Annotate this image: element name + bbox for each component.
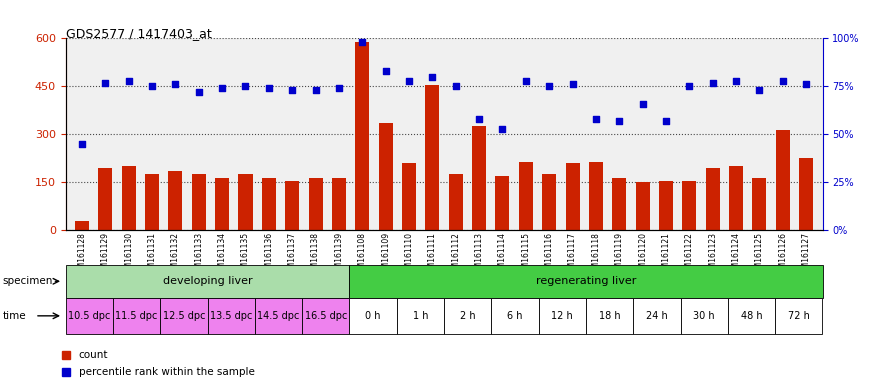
Point	[425, 74, 439, 80]
Text: GDS2577 / 1417403_at: GDS2577 / 1417403_at	[66, 27, 212, 40]
Bar	[285, 181, 299, 230]
Point	[239, 83, 253, 89]
Text: percentile rank within the sample: percentile rank within the sample	[79, 367, 255, 377]
Bar	[799, 158, 813, 230]
Text: 11.5 dpc: 11.5 dpc	[116, 311, 158, 321]
Text: 18 h: 18 h	[598, 311, 620, 321]
Bar	[239, 174, 253, 230]
Text: 1 h: 1 h	[413, 311, 428, 321]
Point	[589, 116, 603, 122]
Point	[659, 118, 673, 124]
Bar	[729, 166, 743, 230]
Bar	[635, 182, 649, 230]
Bar	[192, 174, 206, 230]
Text: 14.5 dpc: 14.5 dpc	[257, 311, 299, 321]
Text: 24 h: 24 h	[646, 311, 668, 321]
Text: 16.5 dpc: 16.5 dpc	[304, 311, 347, 321]
Point	[122, 78, 136, 84]
Point	[192, 89, 206, 95]
Bar	[425, 85, 439, 230]
Point	[285, 87, 299, 93]
Bar	[262, 177, 276, 230]
Point	[168, 81, 182, 88]
Bar	[612, 177, 626, 230]
Bar	[706, 168, 720, 230]
Point	[799, 81, 813, 88]
Point	[145, 83, 159, 89]
Point	[449, 83, 463, 89]
Text: count: count	[79, 350, 108, 360]
Text: specimen: specimen	[3, 276, 53, 286]
Text: 6 h: 6 h	[507, 311, 522, 321]
Text: 12 h: 12 h	[551, 311, 573, 321]
Point	[215, 85, 229, 91]
Point	[729, 78, 743, 84]
Bar	[98, 168, 112, 230]
Bar	[776, 129, 790, 230]
Bar	[332, 177, 346, 230]
Point	[635, 101, 649, 107]
Point	[402, 78, 416, 84]
Point	[495, 126, 509, 132]
Text: 72 h: 72 h	[788, 311, 809, 321]
Point	[332, 85, 346, 91]
Bar	[682, 181, 696, 230]
Bar	[519, 162, 533, 230]
Point	[355, 39, 369, 45]
Bar	[145, 174, 159, 230]
Bar	[379, 123, 393, 230]
Point	[309, 87, 323, 93]
Text: developing liver: developing liver	[163, 276, 252, 286]
Point	[262, 85, 276, 91]
Bar	[542, 174, 556, 230]
Point	[752, 87, 766, 93]
Text: regenerating liver: regenerating liver	[536, 276, 636, 286]
Bar	[565, 163, 579, 230]
Point	[542, 83, 556, 89]
Point	[682, 83, 696, 89]
Bar	[75, 221, 89, 230]
Bar	[122, 166, 136, 230]
Text: 2 h: 2 h	[460, 311, 475, 321]
Point	[565, 81, 579, 88]
Bar	[589, 162, 603, 230]
Point	[519, 78, 533, 84]
Point	[98, 79, 112, 86]
Bar	[168, 171, 182, 230]
Point	[612, 118, 626, 124]
Text: 48 h: 48 h	[741, 311, 762, 321]
Text: 12.5 dpc: 12.5 dpc	[163, 311, 205, 321]
Bar	[752, 177, 766, 230]
Point	[473, 116, 487, 122]
Point	[776, 78, 790, 84]
Text: 0 h: 0 h	[366, 311, 381, 321]
Bar	[495, 176, 509, 230]
Text: 30 h: 30 h	[693, 311, 715, 321]
Point	[379, 68, 393, 74]
Bar	[355, 41, 369, 230]
Text: 10.5 dpc: 10.5 dpc	[68, 311, 110, 321]
Point	[75, 141, 89, 147]
Bar	[309, 177, 323, 230]
Text: 13.5 dpc: 13.5 dpc	[210, 311, 252, 321]
Text: time: time	[3, 311, 26, 321]
Bar	[402, 163, 416, 230]
Bar	[215, 177, 229, 230]
Bar	[473, 126, 487, 230]
Point	[706, 79, 720, 86]
Bar	[449, 174, 463, 230]
Bar	[659, 181, 673, 230]
